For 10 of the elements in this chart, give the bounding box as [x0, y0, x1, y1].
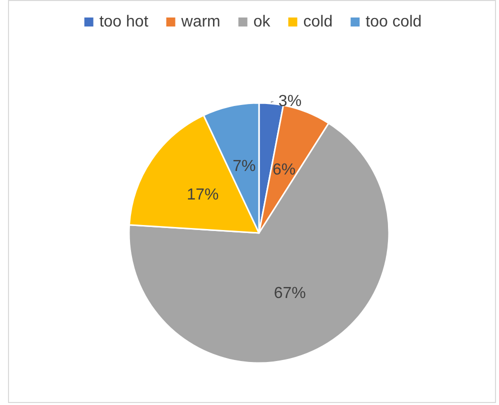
data-label: 3% — [278, 93, 302, 110]
legend-label: cold — [303, 14, 333, 30]
legend-label: warm — [180, 14, 220, 30]
legend-label: too cold — [366, 14, 422, 30]
data-label: 17% — [186, 186, 219, 204]
data-label: 67% — [274, 285, 306, 302]
legend-label: too hot — [99, 14, 149, 30]
legend-label: ok — [253, 14, 272, 30]
data-label: 6% — [272, 161, 296, 178]
data-label: 7% — [232, 158, 256, 176]
